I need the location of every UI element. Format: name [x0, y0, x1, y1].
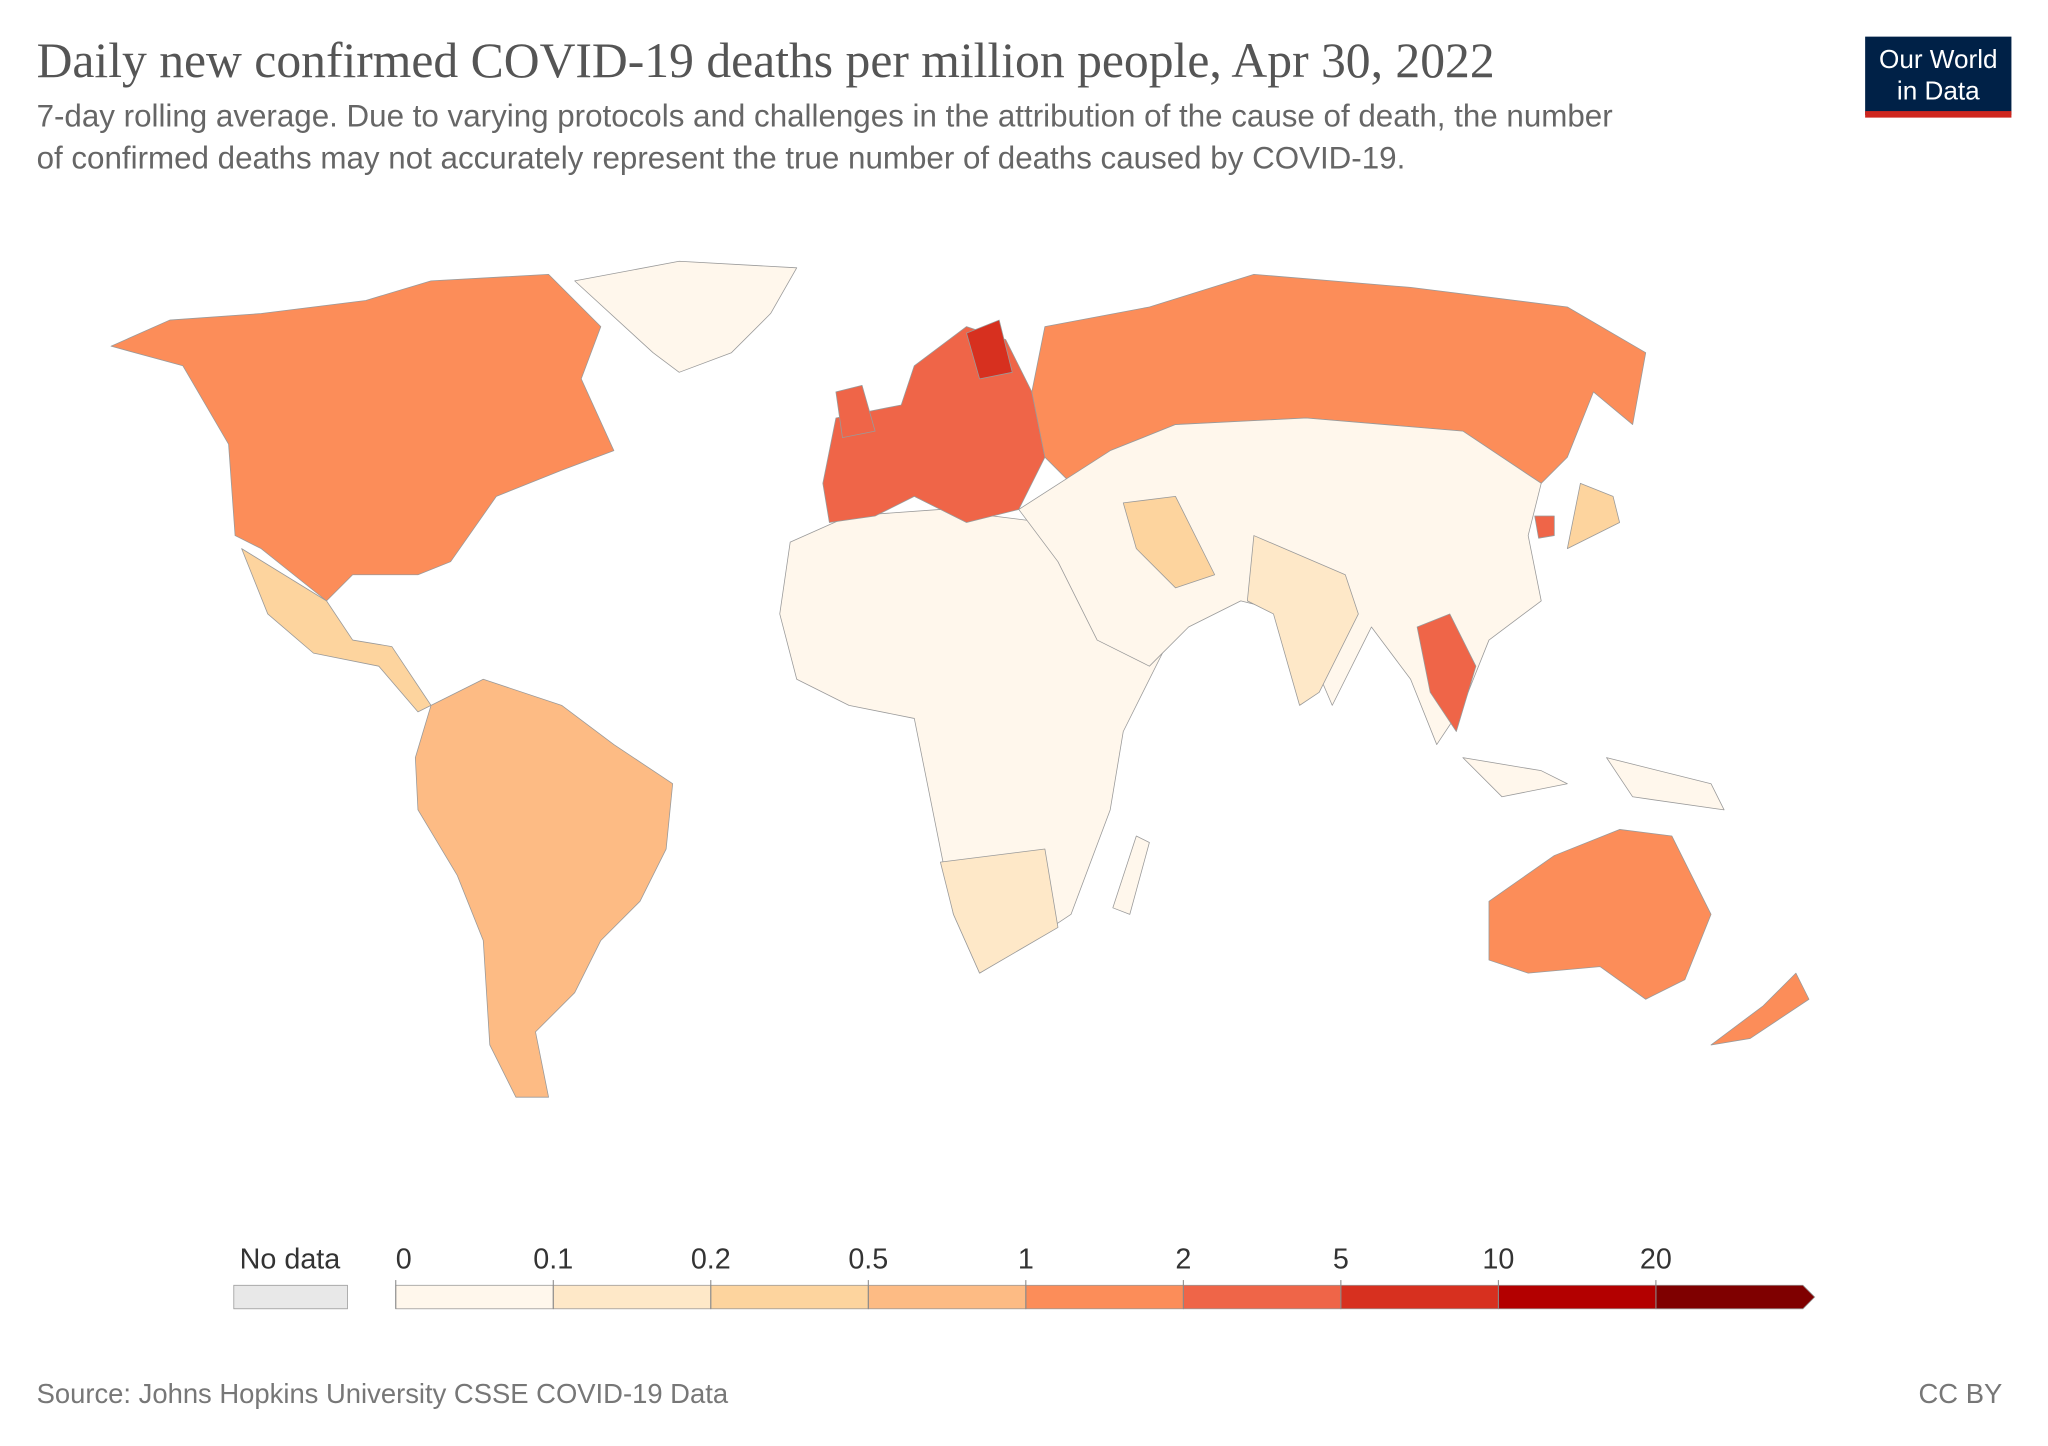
- legend-tick-label: 2: [1175, 1243, 1191, 1275]
- title: Daily new confirmed COVID-19 deaths per …: [37, 33, 1495, 88]
- korea[interactable]: [1534, 515, 1555, 539]
- legend: No data 0 0.1 0.2 0.5 1 2 5 10 20: [233, 1243, 1816, 1310]
- logo-text[interactable]: Our World: [1879, 44, 1998, 74]
- madagascar[interactable]: [1112, 835, 1150, 915]
- japan[interactable]: [1566, 482, 1620, 550]
- legend-swatch: [1497, 1284, 1657, 1310]
- southern-africa[interactable]: [940, 848, 1059, 974]
- logo-text[interactable]: in Data: [1897, 75, 1980, 105]
- finland[interactable]: [966, 319, 1013, 380]
- license: CC BY: [1919, 1378, 2003, 1409]
- legend-swatch: [1182, 1284, 1342, 1310]
- legend-tick-label: 0.5: [848, 1243, 888, 1275]
- new-zealand[interactable]: [1710, 972, 1810, 1046]
- legend-tick-label: 10: [1482, 1243, 1514, 1275]
- logo[interactable]: Our World in Data: [1865, 36, 2012, 118]
- legend-swatch: [552, 1284, 712, 1310]
- iran[interactable]: [1122, 495, 1216, 589]
- subtitle: of confirmed deaths may not accurately r…: [37, 141, 1406, 176]
- subtitle: 7-day rolling average. Due to varying pr…: [37, 99, 1613, 134]
- legend-tick-label: 0: [396, 1243, 412, 1275]
- legend-tick-label: 20: [1640, 1243, 1672, 1275]
- united-kingdom[interactable]: [835, 384, 876, 439]
- legend-tick-label: 5: [1333, 1243, 1349, 1275]
- map: [110, 260, 1810, 1098]
- legend-tick-label: 0.2: [691, 1243, 731, 1275]
- no-data-swatch[interactable]: [233, 1284, 348, 1310]
- south-america[interactable]: [414, 678, 674, 1098]
- logo-bar: [1865, 111, 2012, 118]
- legend-swatch: [1025, 1284, 1184, 1310]
- indonesia[interactable]: [1462, 757, 1568, 798]
- central-america[interactable]: [241, 548, 432, 713]
- logo-box[interactable]: [1865, 36, 2012, 115]
- legend-swatch: [395, 1284, 554, 1310]
- legend-swatch: [867, 1284, 1027, 1310]
- greenland[interactable]: [574, 260, 798, 373]
- thailand[interactable]: [1416, 613, 1477, 732]
- india[interactable]: [1246, 535, 1359, 706]
- legend-swatch: [1340, 1284, 1499, 1310]
- legend-swatch: [1655, 1284, 1816, 1310]
- new-guinea[interactable]: [1606, 757, 1725, 811]
- legend-tick-label: 0.1: [533, 1243, 573, 1275]
- legend-swatch: [710, 1284, 869, 1310]
- australia[interactable]: [1488, 829, 1712, 1000]
- no-data-label: No data: [240, 1243, 341, 1275]
- north-america[interactable]: [110, 273, 615, 602]
- legend-tick-label: 1: [1018, 1243, 1034, 1275]
- source: Source: Johns Hopkins University CSSE CO…: [37, 1378, 729, 1409]
